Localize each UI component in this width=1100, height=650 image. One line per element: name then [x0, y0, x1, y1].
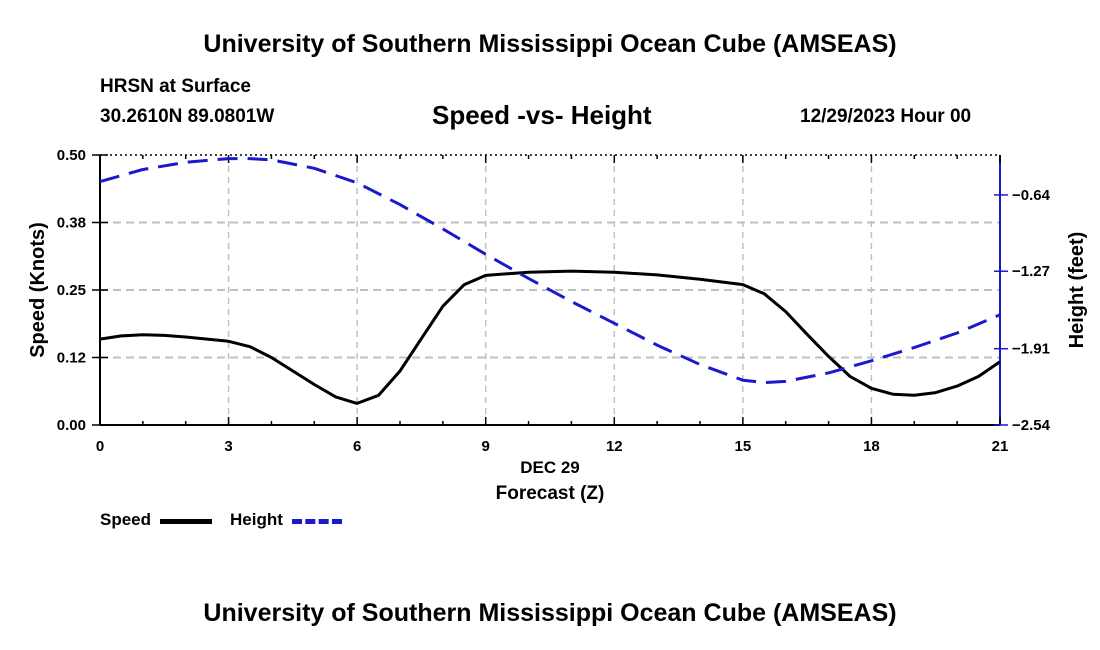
x-tick-label: 15: [735, 438, 752, 455]
y-tick-label: 0.50: [57, 147, 86, 164]
legend-speed-swatch: [160, 519, 212, 524]
legend-speed-label: Speed: [100, 510, 152, 529]
x-tick-label: 3: [224, 438, 232, 455]
x-axis-title: Forecast (Z): [495, 483, 605, 504]
y2-axis-title: Height (feet): [1066, 232, 1088, 349]
y2-tick-label: −0.64: [1012, 187, 1051, 204]
legend-height-swatch: [292, 519, 342, 524]
x-tick-label: 18: [863, 438, 880, 455]
chart-area: 0 3 6 9 12 15 18 21 0.00 0.12 0.25 0.38 0.50 −2.54 −1.…: [27, 147, 1088, 455]
x-tick-label: 21: [992, 438, 1009, 455]
x-tick-label: 9: [482, 438, 490, 455]
coordinates-label: 30.2610N 89.0801W: [100, 106, 275, 127]
legend-height-label: Height: [230, 510, 283, 529]
y2-tick-label: −1.91: [1012, 341, 1050, 358]
y-tick-label: 0.25: [57, 282, 86, 299]
y-axis-title: Speed (Knots): [27, 222, 49, 358]
y-tick-label: 0.12: [57, 350, 86, 367]
date-label: 12/29/2023 Hour 00: [800, 106, 972, 127]
chart-title-top: University of Southern Mississippi Ocean…: [203, 30, 897, 58]
y-tick-label: 0.00: [57, 417, 86, 434]
series-line-speed: [99, 269, 1001, 405]
chart-title-bottom: University of Southern Mississippi Ocean…: [203, 599, 897, 627]
x-tick-label: 6: [353, 438, 361, 455]
y2-tick-label: −2.54: [1012, 417, 1051, 434]
y-tick-label: 0.38: [57, 215, 86, 232]
chart-subtitle: Speed -vs- Height: [432, 100, 652, 130]
x-tick-label: 12: [606, 438, 623, 455]
y2-tick-label: −1.27: [1012, 263, 1050, 280]
x-tick-label: 0: [96, 438, 104, 455]
location-label: HRSN at Surface: [100, 76, 251, 97]
series-line-height: [99, 157, 1001, 385]
x-axis-date-label: DEC 29: [520, 458, 580, 477]
